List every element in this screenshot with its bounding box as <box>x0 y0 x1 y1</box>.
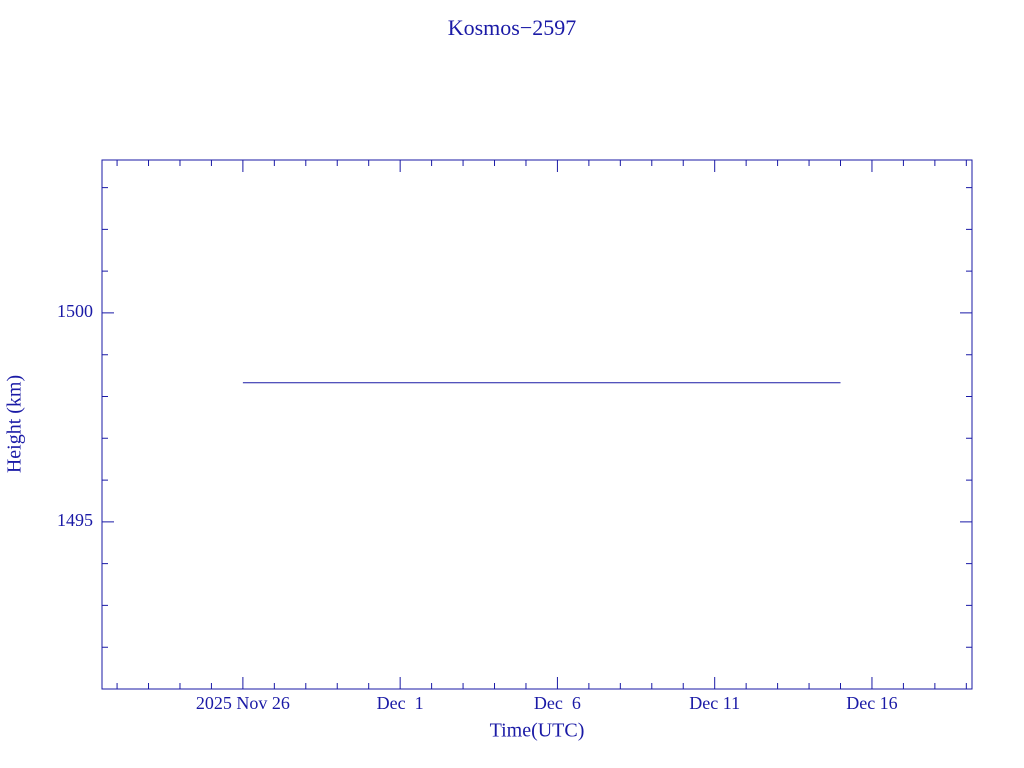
y-tick-label: 1500 <box>57 301 93 321</box>
x-axis-label: Time(UTC) <box>490 720 585 742</box>
x-tick-label: Dec 11 <box>689 693 740 713</box>
chart-title: Kosmos−2597 <box>448 15 577 40</box>
x-tick-label: Dec 6 <box>534 693 581 713</box>
x-tick-label: Dec 16 <box>846 693 897 713</box>
x-tick-label: 2025 Nov 26 <box>196 693 290 713</box>
x-tick-label: Dec 1 <box>377 693 424 713</box>
y-axis-label: Height (km) <box>4 375 26 473</box>
y-tick-label: 1495 <box>57 510 93 530</box>
plot-frame <box>101 159 973 690</box>
